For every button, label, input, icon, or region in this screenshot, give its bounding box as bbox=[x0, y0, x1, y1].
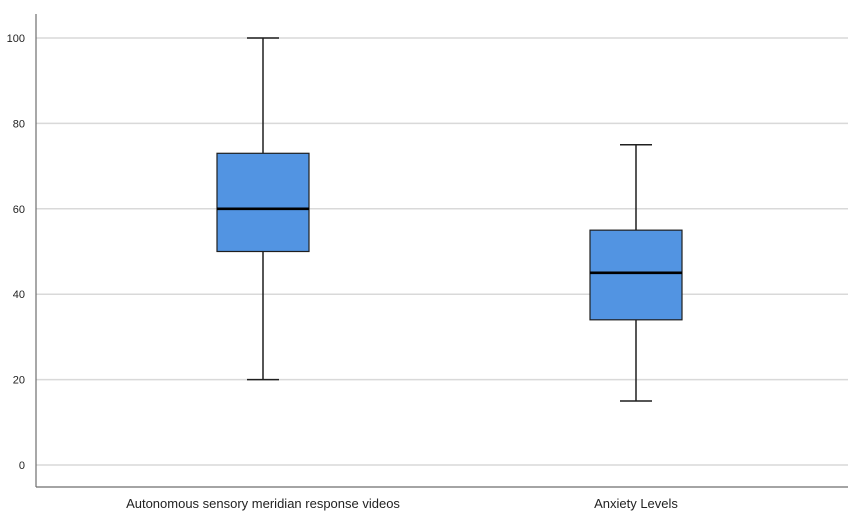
iqr-box bbox=[216, 152, 310, 253]
y-tick-label: 20 bbox=[13, 375, 25, 387]
iqr-box bbox=[589, 229, 683, 321]
x-category-label: Autonomous sensory meridian response vid… bbox=[126, 496, 400, 511]
box-1 bbox=[216, 37, 310, 381]
y-tick-label: 40 bbox=[13, 289, 25, 301]
y-tick-label: 100 bbox=[7, 33, 25, 45]
y-tick-label: 80 bbox=[13, 118, 25, 130]
y-tick-label: 60 bbox=[13, 204, 25, 216]
axes bbox=[35, 14, 848, 488]
x-category-labels: Autonomous sensory meridian response vid… bbox=[126, 496, 678, 511]
x-category-label: Anxiety Levels bbox=[594, 496, 678, 511]
gridlines bbox=[36, 37, 848, 466]
y-tick-label: 0 bbox=[19, 460, 25, 472]
y-tick-labels: 0 20 40 60 80 100 bbox=[7, 33, 25, 472]
boxes bbox=[216, 37, 683, 402]
box-2 bbox=[589, 144, 683, 402]
